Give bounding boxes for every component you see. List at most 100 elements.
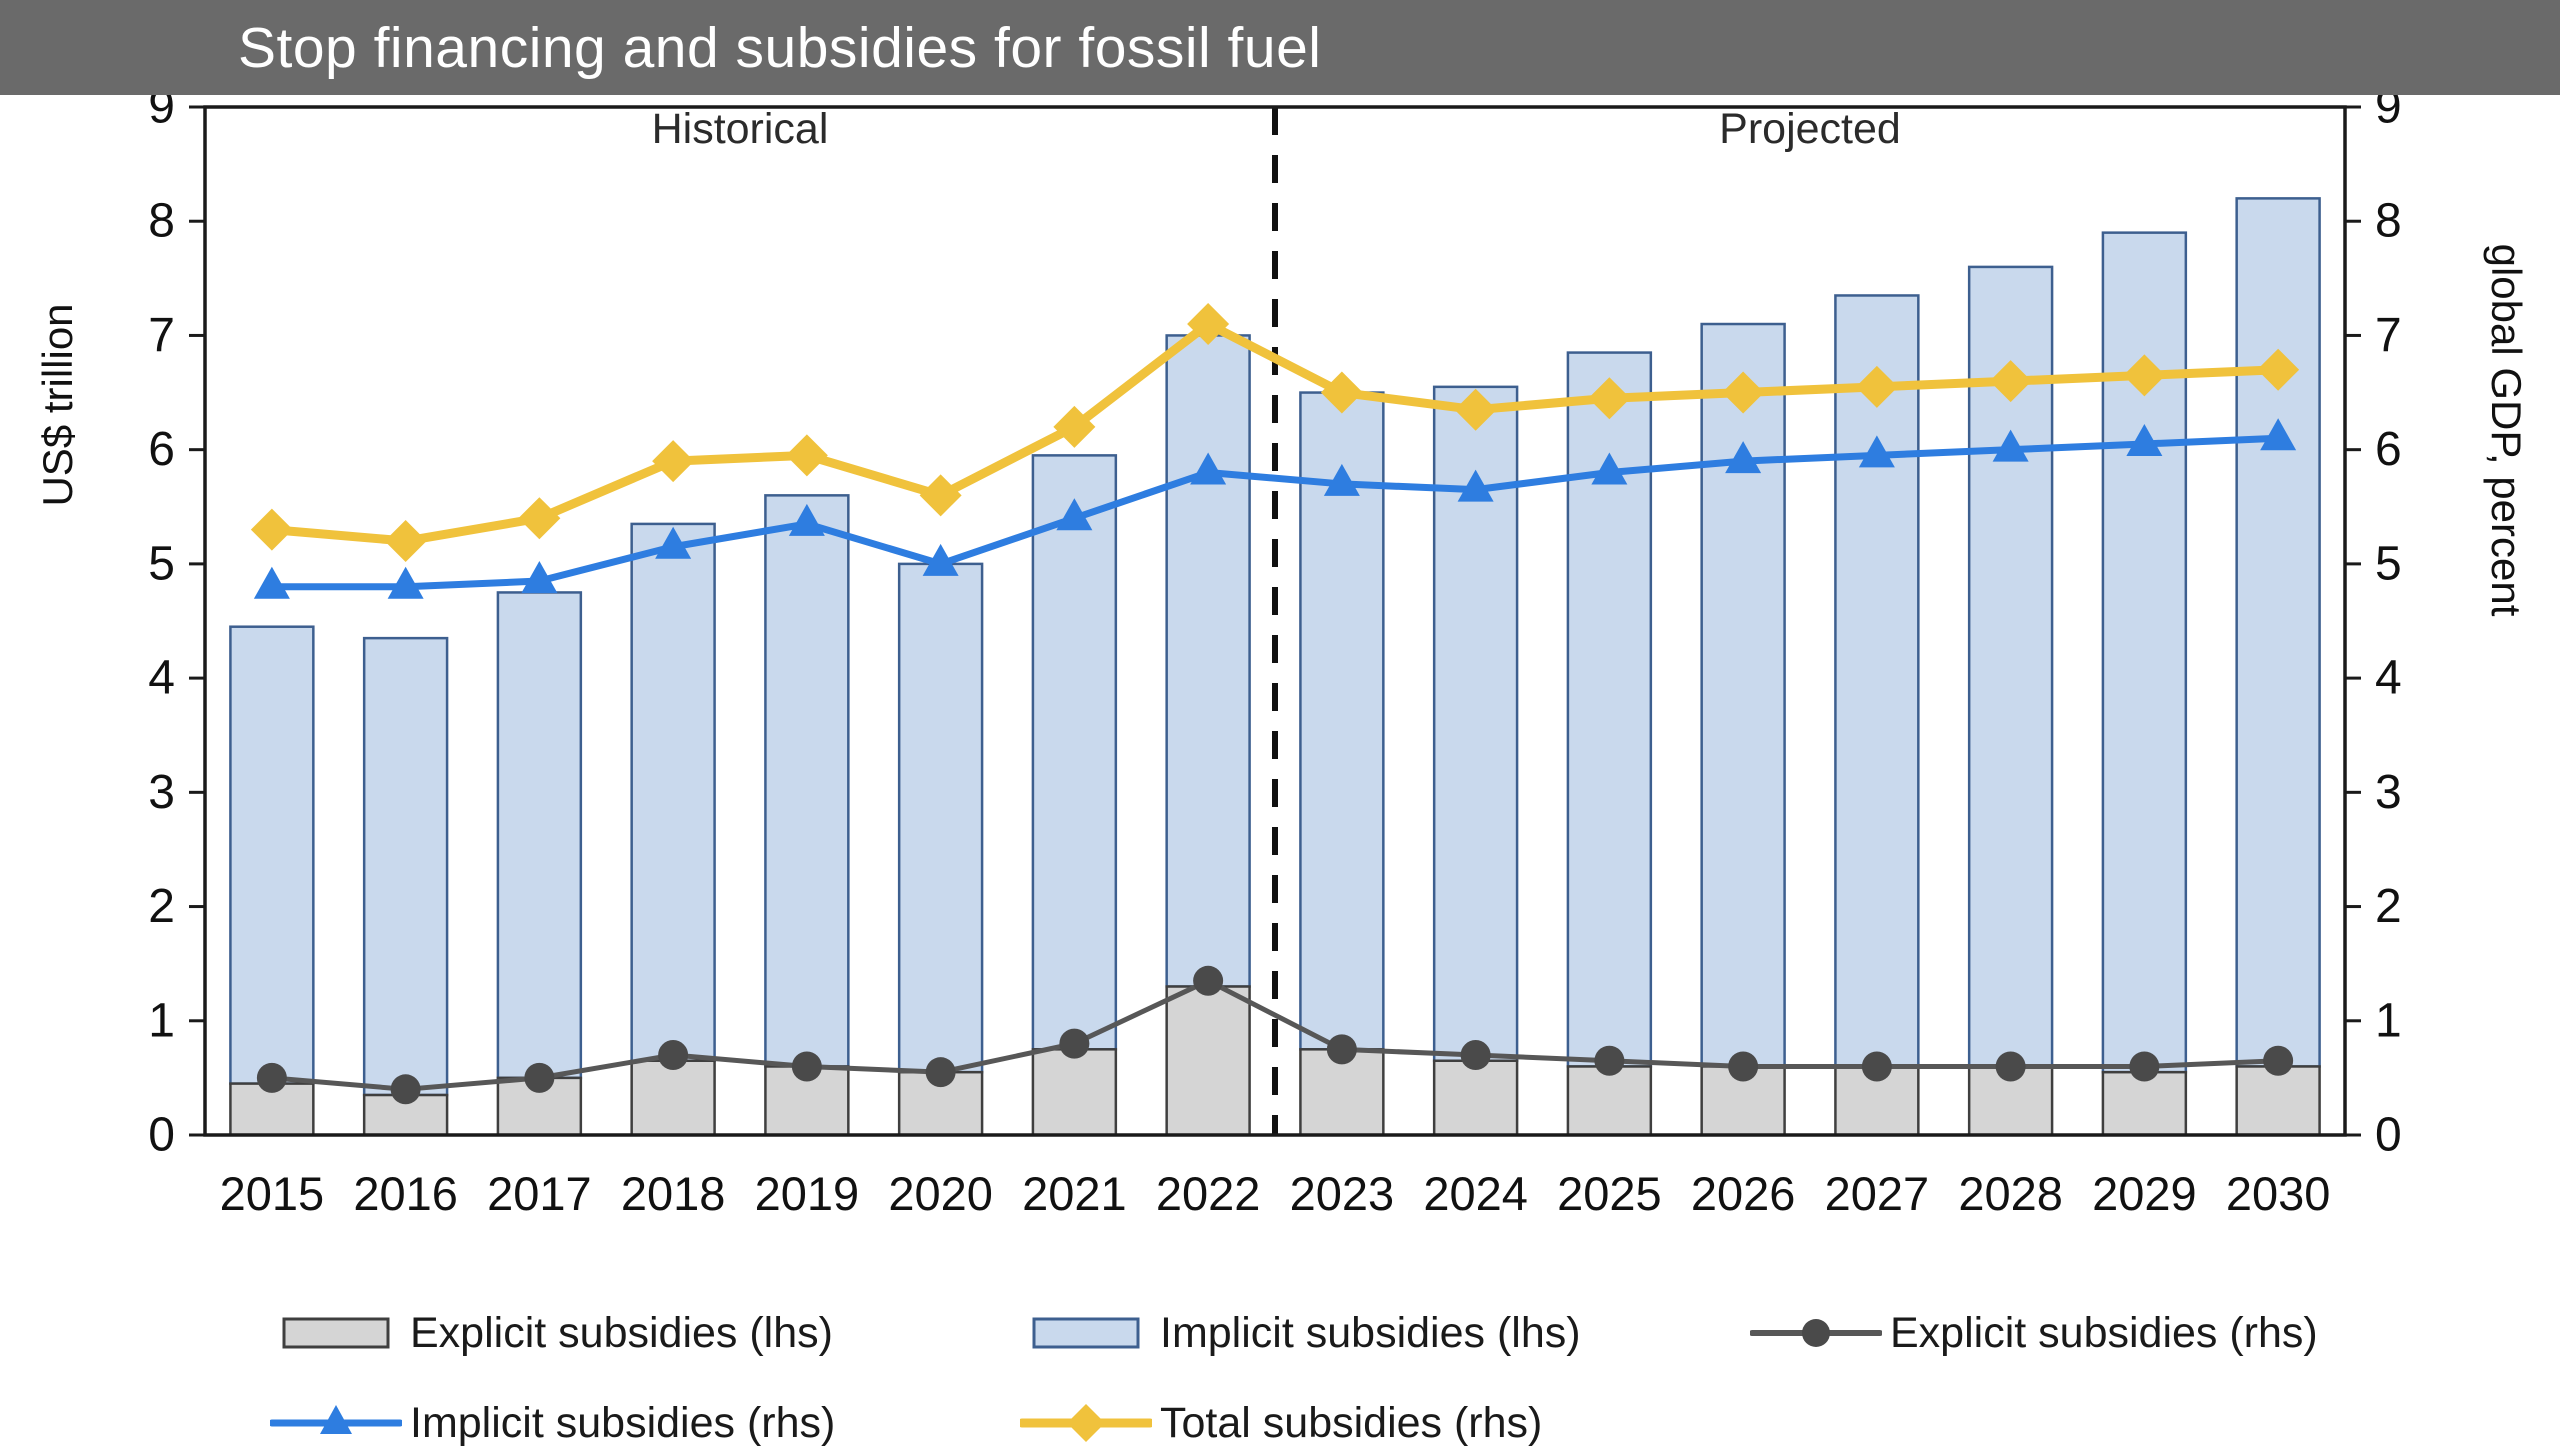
marker-explicit-rhs-2027 xyxy=(1861,1051,1892,1082)
bar-implicit-2021 xyxy=(1031,454,1118,1051)
x-label-2021: 2021 xyxy=(1022,1167,1127,1220)
bar-implicit-2017 xyxy=(496,591,583,1080)
legend-row-2: Implicit subsidies (rhs) Total subsidies… xyxy=(0,1395,2560,1451)
marker-explicit-rhs-2023 xyxy=(1326,1034,1357,1065)
legend-label-explicit-lhs: Explicit subsidies (lhs) xyxy=(410,1308,833,1357)
marker-implicit-rhs-2022 xyxy=(1190,452,1227,485)
x-label-2022: 2022 xyxy=(1156,1167,1261,1220)
x-label-2029: 2029 xyxy=(2092,1167,2197,1220)
left-axis-tick-label: 3 xyxy=(148,766,175,819)
marker-implicit-rhs-2015 xyxy=(253,566,290,599)
legend-label-implicit-lhs: Implicit subsidies (lhs) xyxy=(1160,1308,1581,1357)
right-axis-tick-label: 5 xyxy=(2375,537,2402,590)
left-axis-title: US$ trillion xyxy=(34,303,81,506)
right-axis-tick-label: 2 xyxy=(2375,880,2402,933)
right-axis-tick-label: 8 xyxy=(2375,195,2402,248)
marker-total-rhs-2023 xyxy=(1320,371,1363,414)
bar-implicit-2024 xyxy=(1432,385,1519,1063)
marker-explicit-rhs-2022 xyxy=(1193,965,1224,996)
chart-area: 0 0 1 1 2 2 3 3 4 4 5 5 6 6 7 7 8 8 9 9 2015 2016 2017 2018 2019… xyxy=(0,81,2560,1260)
marker-total-rhs-2029 xyxy=(2123,354,2166,397)
x-label-2025: 2025 xyxy=(1557,1167,1662,1220)
x-label-2016: 2016 xyxy=(353,1167,458,1220)
marker-explicit-rhs-2021 xyxy=(1059,1028,1090,1059)
marker-explicit-rhs-2019 xyxy=(791,1051,822,1082)
subsidies-chart: 0 0 1 1 2 2 3 3 4 4 5 5 6 6 7 7 8 8 9 9 2015 2016 2017 2018 2019… xyxy=(34,81,2530,1221)
marker-total-rhs-2021 xyxy=(1053,405,1096,448)
marker-implicit-rhs-2019 xyxy=(788,503,825,536)
x-label-2030: 2030 xyxy=(2226,1167,2331,1220)
marker-implicit-rhs-2024 xyxy=(1457,469,1494,502)
marker-implicit-rhs-2018 xyxy=(655,526,692,559)
legend-label-implicit-rhs: Implicit subsidies (rhs) xyxy=(410,1398,836,1447)
left-axis-tick-label: 4 xyxy=(148,652,175,705)
bar-implicit-2018 xyxy=(630,522,716,1063)
series-explicit-rhs xyxy=(256,965,2294,1105)
marker-total-rhs-2026 xyxy=(1722,371,1765,414)
marker-total-rhs-2024 xyxy=(1454,388,1497,431)
right-axis-title: global GDP, percent xyxy=(2483,244,2530,617)
series-implicit-rhs xyxy=(253,418,2297,599)
legend-swatch-implicit-rhs-icon xyxy=(270,1399,402,1447)
marker-total-rhs-2019 xyxy=(785,434,828,477)
marker-implicit-rhs-2016 xyxy=(387,566,424,599)
x-label-2018: 2018 xyxy=(621,1167,726,1220)
x-label-2023: 2023 xyxy=(1290,1167,1395,1220)
line-explicit-rhs xyxy=(269,978,2281,1092)
legend-swatch-implicit-lhs-icon xyxy=(1020,1309,1152,1357)
marker-implicit-rhs-2026 xyxy=(1725,441,1762,474)
legend-swatch-total-rhs-icon xyxy=(1020,1399,1152,1447)
marker-total-rhs-2015 xyxy=(250,508,293,551)
bar-implicit-2016 xyxy=(362,636,449,1097)
x-label-2026: 2026 xyxy=(1691,1167,1796,1220)
left-axis-tick-label: 7 xyxy=(148,309,175,362)
marker-implicit-rhs-2025 xyxy=(1591,452,1628,485)
marker-implicit-rhs-2028 xyxy=(1992,429,2029,462)
legend-swatch-explicit-lhs-icon xyxy=(270,1309,402,1357)
bar-explicit-2030 xyxy=(2235,1065,2321,1137)
right-axis-tick-label: 3 xyxy=(2375,766,2402,819)
marker-explicit-rhs-2016 xyxy=(390,1074,421,1105)
marker-total-rhs-2017 xyxy=(518,497,561,540)
x-label-2027: 2027 xyxy=(1825,1167,1930,1220)
left-axis-tick-label: 0 xyxy=(148,1109,175,1162)
x-axis-labels: 2015 2016 2017 2018 2019 2020 2021 2022 2023 2024… xyxy=(220,1167,2331,1220)
marker-total-rhs-2028 xyxy=(1989,360,2032,403)
left-axis-tick-label: 9 xyxy=(148,95,175,134)
legend-item-implicit-rhs: Implicit subsidies (rhs) xyxy=(270,1395,835,1451)
header-bar: Stop financing and subsidies for fossil … xyxy=(0,0,2560,95)
left-axis-tick-label: 2 xyxy=(148,880,175,933)
x-label-2028: 2028 xyxy=(1958,1167,2063,1220)
bar-implicit-2015 xyxy=(229,625,315,1085)
left-axis-tick-label: 1 xyxy=(148,994,175,1047)
annotation-projected: Projected xyxy=(1719,105,1901,153)
marker-explicit-rhs-2026 xyxy=(1728,1051,1759,1082)
annotation-historical: Historical xyxy=(652,105,829,153)
left-axis-tick-label: 8 xyxy=(148,195,175,248)
bar-implicit-2030 xyxy=(2235,197,2321,1068)
marker-implicit-rhs-2017 xyxy=(521,561,558,594)
bar-explicit-2024 xyxy=(1432,1059,1519,1137)
legend-label-explicit-rhs: Explicit subsidies (rhs) xyxy=(1890,1308,2318,1357)
left-axis-tick-label: 5 xyxy=(148,537,175,590)
x-label-2020: 2020 xyxy=(888,1167,993,1220)
bar-implicit-2026 xyxy=(1700,322,1786,1068)
bar-implicit-2027 xyxy=(1834,294,1920,1068)
legend-item-explicit-rhs: Explicit subsidies (rhs) xyxy=(1750,1305,2318,1361)
marker-total-rhs-2022 xyxy=(1187,303,1230,346)
right-axis-tick-label: 4 xyxy=(2375,652,2402,705)
marker-implicit-rhs-2029 xyxy=(2126,423,2163,456)
marker-explicit-rhs-2028 xyxy=(1995,1051,2026,1082)
marker-explicit-rhs-2015 xyxy=(256,1062,287,1093)
x-label-2019: 2019 xyxy=(755,1167,860,1220)
marker-implicit-rhs-2023 xyxy=(1323,463,1360,496)
marker-total-rhs-2025 xyxy=(1588,377,1631,420)
bar-explicit-2022 xyxy=(1165,985,1251,1137)
bar-explicit-2029 xyxy=(2101,1070,2188,1137)
legend-item-total-rhs: Total subsidies (rhs) xyxy=(1020,1395,1542,1451)
marker-total-rhs-2027 xyxy=(1855,365,1898,408)
left-axis-tick-label: 6 xyxy=(148,423,175,476)
series-total-rhs xyxy=(250,303,2300,563)
bar-implicit-2020 xyxy=(897,562,984,1074)
marker-implicit-rhs-2027 xyxy=(1858,435,1895,468)
